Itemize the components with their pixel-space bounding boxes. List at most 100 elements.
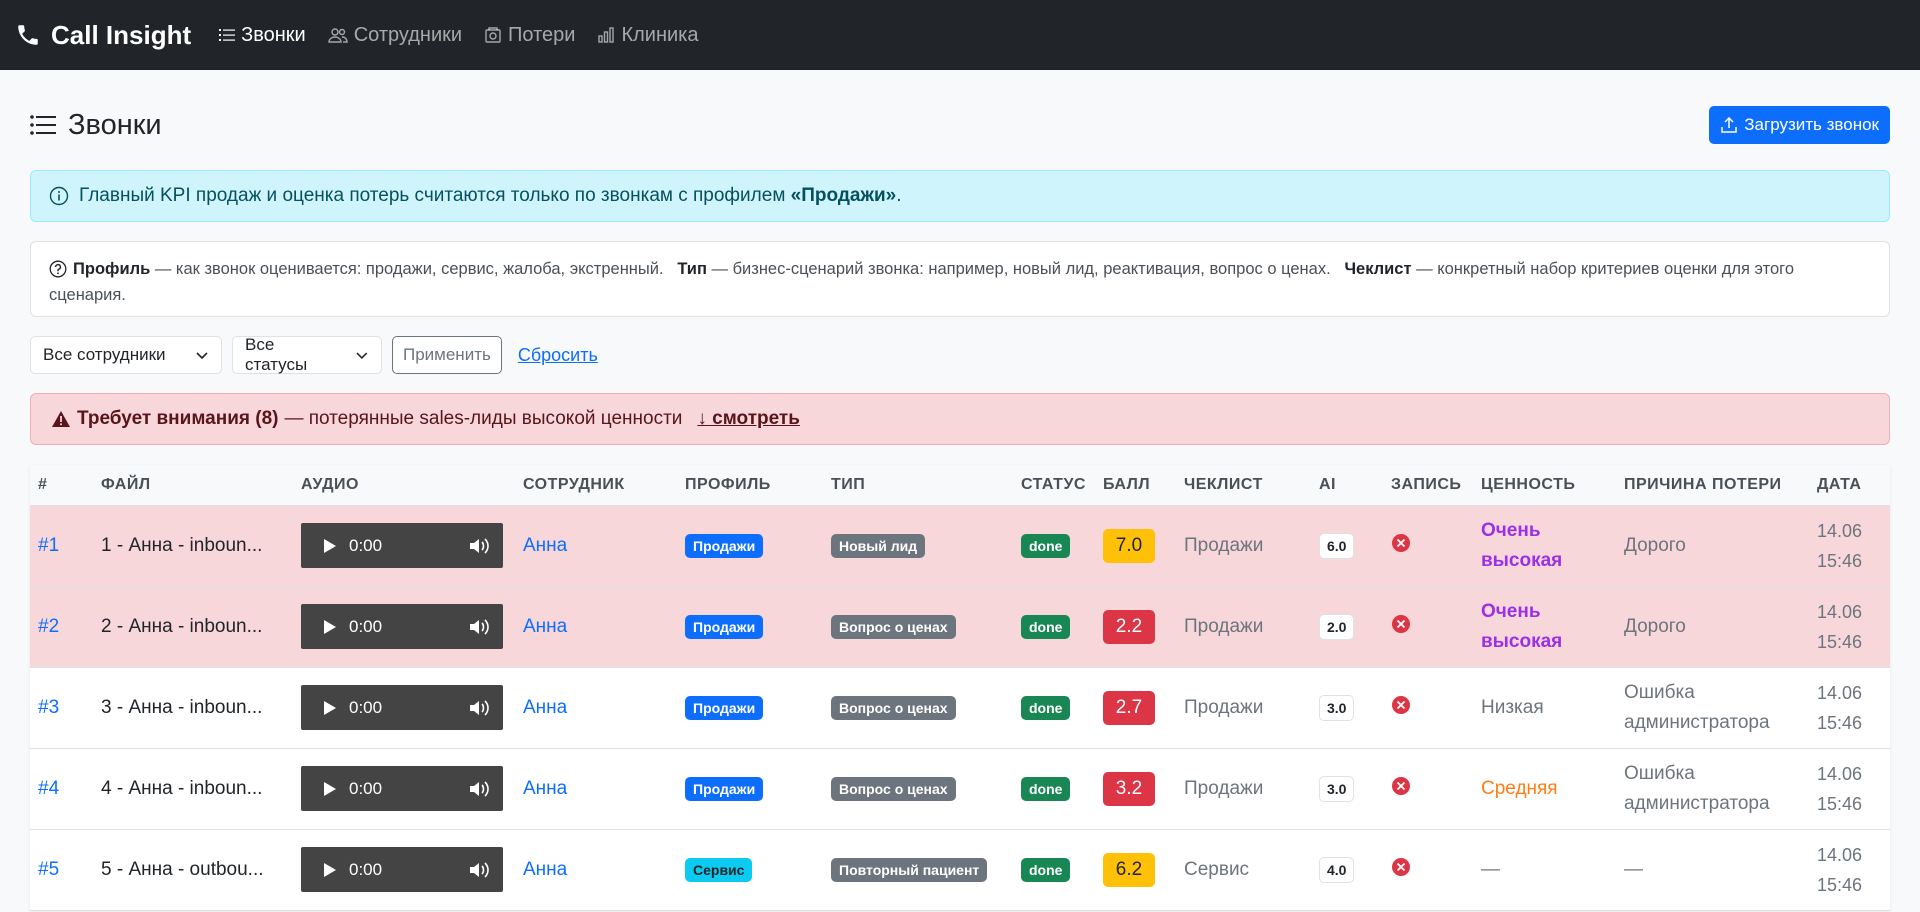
row-id-link[interactable]: #3 (38, 696, 60, 718)
table-row[interactable]: #5 5 - Анна - outbou... 0:00 Анна Сервис Повт… (30, 829, 1890, 911)
row-employee-link[interactable]: Анна (523, 696, 568, 718)
table-row[interactable]: #1 1 - Анна - inboun... 0:00 Анна Продажи Нов… (30, 505, 1890, 587)
row-employee-link[interactable]: Анна (523, 777, 568, 799)
status-select[interactable]: Все статусы (232, 335, 382, 374)
row-audio-cell: 0:00 (293, 667, 515, 749)
attention-watch-link[interactable]: ↓ смотреть (697, 408, 800, 429)
row-ai-cell: 3.0 (1311, 748, 1383, 830)
col-header-ai[interactable]: AI (1311, 465, 1383, 506)
table-header-row: # ФАЙЛ АУДИО СОТРУДНИК ПРОФИЛЬ ТИП СТАТУ… (30, 465, 1890, 506)
page-header: Звонки Загрузить звонок (30, 70, 1890, 170)
col-header-checklist[interactable]: ЧЕКЛИСТ (1176, 465, 1311, 506)
play-icon[interactable] (323, 862, 337, 878)
status-badge: done (1021, 857, 1071, 882)
play-icon[interactable] (323, 700, 337, 716)
nav-item-calls[interactable]: Звонки (219, 24, 306, 47)
row-employee-link[interactable]: Анна (523, 534, 568, 556)
legend-checklist-term: Чеклист (1344, 260, 1412, 278)
row-recording-cell (1383, 829, 1473, 911)
col-header-id[interactable]: # (30, 465, 93, 506)
page-title-text: Звонки (68, 108, 162, 141)
ai-score-badge: 2.0 (1319, 613, 1355, 640)
row-id-link[interactable]: #2 (38, 615, 60, 637)
col-header-score[interactable]: БАЛЛ (1095, 465, 1176, 506)
reset-link[interactable]: Сбросить (517, 344, 598, 365)
row-reason-cell: Дорого (1616, 505, 1809, 587)
row-date-cell: 14.06 15:46 (1809, 505, 1890, 587)
play-icon[interactable] (323, 619, 337, 635)
col-header-loss-reason[interactable]: ПРИЧИНА ПОТЕРИ (1616, 465, 1809, 506)
apply-button[interactable]: Применить (392, 336, 502, 374)
row-employee-link[interactable]: Анна (523, 858, 568, 880)
value-label: Средняя (1481, 777, 1558, 799)
date-time: 15:46 (1817, 874, 1863, 895)
row-profile-cell: Продажи (677, 505, 823, 587)
row-checklist: Продажи (1176, 748, 1311, 830)
row-employee-cell: Анна (515, 505, 677, 587)
nav-item-clinic[interactable]: Клиника (597, 24, 699, 47)
x-circle-icon (1392, 533, 1410, 552)
play-icon[interactable] (323, 781, 337, 797)
table-row[interactable]: #2 2 - Анна - inboun... 0:00 Анна Продажи Воп… (30, 586, 1890, 668)
row-recording-cell (1383, 505, 1473, 587)
x-circle-icon (1392, 776, 1410, 795)
row-score-cell: 3.2 (1095, 748, 1176, 830)
col-header-date[interactable]: ДАТА (1809, 465, 1890, 506)
audio-time: 0:00 (349, 535, 383, 555)
row-id-link[interactable]: #1 (38, 534, 60, 556)
row-id-cell: #3 (30, 667, 93, 749)
row-type-cell: Вопрос о ценах (823, 586, 1013, 668)
volume-icon[interactable] (469, 699, 489, 717)
chevron-down-icon (196, 352, 208, 360)
legend-type-term: Тип (677, 260, 707, 278)
table-row[interactable]: #4 4 - Анна - inboun... 0:00 Анна Продажи Воп… (30, 748, 1890, 830)
info-icon (49, 186, 69, 206)
row-id-link[interactable]: #4 (38, 777, 60, 799)
status-badge: done (1021, 776, 1071, 801)
row-file-name: 1 - Анна - inboun... (93, 505, 293, 587)
col-header-file[interactable]: ФАЙЛ (93, 465, 293, 506)
row-id-cell: #5 (30, 829, 93, 911)
col-header-employee[interactable]: СОТРУДНИК (515, 465, 677, 506)
x-circle-icon (1392, 614, 1410, 633)
brand[interactable]: Call Insight (15, 20, 191, 51)
col-header-profile[interactable]: ПРОФИЛЬ (677, 465, 823, 506)
legend-checklist-desc: — конкретный набор критериев оценки для … (49, 260, 1794, 304)
volume-icon[interactable] (469, 618, 489, 636)
table-row[interactable]: #3 3 - Анна - inboun... 0:00 Анна Продажи Воп… (30, 667, 1890, 749)
row-checklist: Продажи (1176, 505, 1311, 587)
row-reason-cell: Ошибка администратора (1616, 748, 1809, 830)
row-profile-cell: Продажи (677, 748, 823, 830)
row-employee-cell: Анна (515, 586, 677, 668)
ai-score-badge: 3.0 (1319, 775, 1355, 802)
col-header-type[interactable]: ТИП (823, 465, 1013, 506)
volume-icon[interactable] (469, 537, 489, 555)
upload-call-button[interactable]: Загрузить звонок (1709, 106, 1890, 144)
volume-icon[interactable] (469, 780, 489, 798)
col-header-audio[interactable]: АУДИО (293, 465, 515, 506)
row-type-cell: Вопрос о ценах (823, 667, 1013, 749)
col-header-recording[interactable]: ЗАПИСЬ (1383, 465, 1473, 506)
type-badge: Вопрос о ценах (831, 614, 956, 639)
score-badge: 2.7 (1103, 690, 1155, 725)
row-reason-cell: Дорого (1616, 586, 1809, 668)
employee-select[interactable]: Все сотрудники (30, 336, 222, 374)
row-reason-cell: — (1616, 829, 1809, 911)
play-icon[interactable] (323, 538, 337, 554)
col-header-value[interactable]: ЦЕННОСТЬ (1473, 465, 1616, 506)
col-header-status[interactable]: СТАТУС (1013, 465, 1095, 506)
nav-item-losses[interactable]: Потери (484, 24, 575, 47)
row-value-cell: Средняя (1473, 748, 1616, 830)
row-status-cell: done (1013, 586, 1095, 668)
loss-reason: Ошибка администратора (1624, 762, 1770, 814)
profile-badge: Продажи (685, 533, 764, 558)
row-recording-cell (1383, 748, 1473, 830)
nav-item-employees[interactable]: Сотрудники (328, 24, 462, 47)
legend-profile-term: Профиль (73, 260, 151, 278)
list-icon (219, 29, 236, 41)
volume-icon[interactable] (469, 861, 489, 879)
row-id-link[interactable]: #5 (38, 858, 60, 880)
row-id-cell: #1 (30, 505, 93, 587)
row-id-cell: #4 (30, 748, 93, 830)
row-employee-link[interactable]: Анна (523, 615, 568, 637)
